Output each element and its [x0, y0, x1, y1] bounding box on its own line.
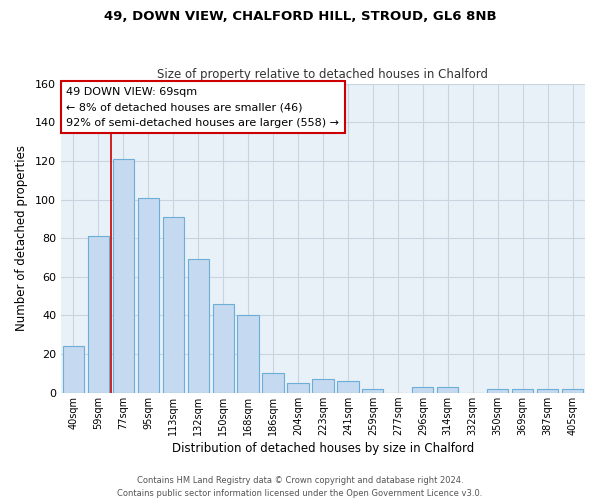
Bar: [562, 389, 583, 393]
Bar: [212, 304, 234, 393]
Bar: [262, 374, 284, 393]
Text: 49, DOWN VIEW, CHALFORD HILL, STROUD, GL6 8NB: 49, DOWN VIEW, CHALFORD HILL, STROUD, GL…: [104, 10, 496, 23]
X-axis label: Distribution of detached houses by size in Chalford: Distribution of detached houses by size …: [172, 442, 474, 455]
Text: 49 DOWN VIEW: 69sqm
← 8% of detached houses are smaller (46)
92% of semi-detache: 49 DOWN VIEW: 69sqm ← 8% of detached hou…: [66, 86, 339, 128]
Bar: [63, 346, 84, 393]
Bar: [337, 381, 359, 393]
Bar: [512, 389, 533, 393]
Bar: [188, 260, 209, 393]
Title: Size of property relative to detached houses in Chalford: Size of property relative to detached ho…: [157, 68, 488, 81]
Bar: [412, 387, 433, 393]
Bar: [537, 389, 558, 393]
Bar: [163, 217, 184, 393]
Bar: [313, 379, 334, 393]
Bar: [437, 387, 458, 393]
Bar: [88, 236, 109, 393]
Bar: [362, 389, 383, 393]
Text: Contains HM Land Registry data © Crown copyright and database right 2024.
Contai: Contains HM Land Registry data © Crown c…: [118, 476, 482, 498]
Bar: [137, 198, 159, 393]
Bar: [238, 316, 259, 393]
Bar: [113, 159, 134, 393]
Y-axis label: Number of detached properties: Number of detached properties: [15, 145, 28, 331]
Bar: [287, 383, 308, 393]
Bar: [487, 389, 508, 393]
